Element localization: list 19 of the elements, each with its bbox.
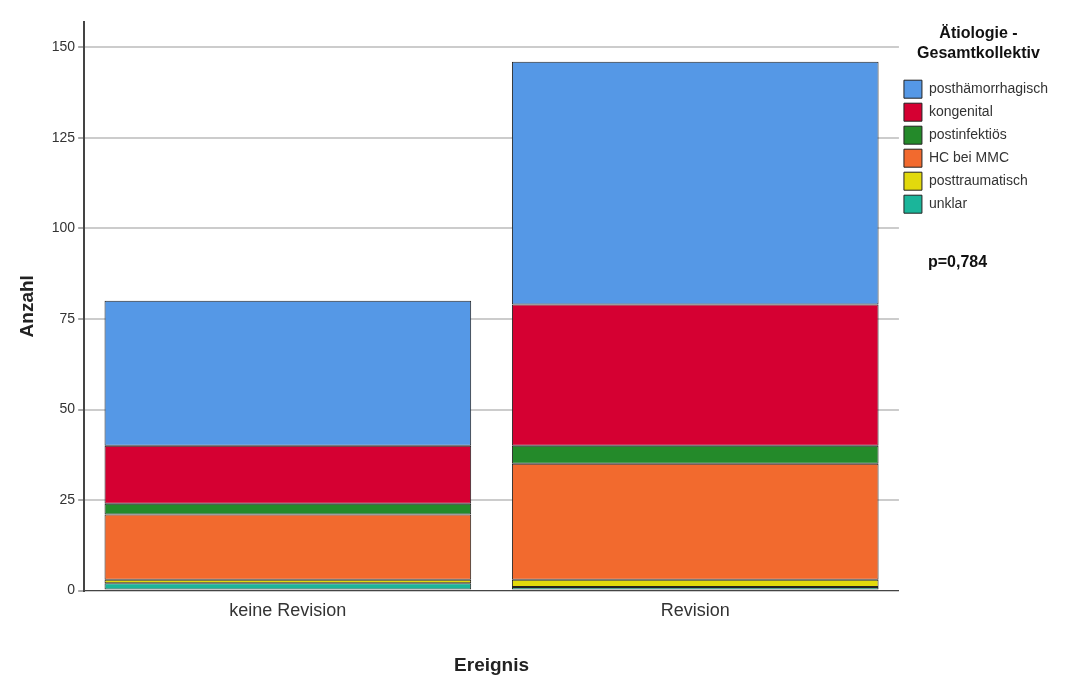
y-tick-label: 150 bbox=[51, 38, 76, 55]
y-tick-label: 25 bbox=[59, 490, 76, 507]
legend-label: posttraumatisch bbox=[928, 172, 1028, 189]
legend-label: posthämorrhagisch bbox=[928, 80, 1048, 97]
legend-label: kongenital bbox=[928, 103, 993, 120]
x-tick-label: Revision bbox=[660, 600, 730, 621]
y-tick-label: 75 bbox=[59, 309, 76, 326]
y-tick-label: 0 bbox=[67, 581, 76, 598]
legend-label: HC bei MMC bbox=[928, 149, 1010, 166]
text: p=0,784 bbox=[928, 253, 988, 271]
y-tick-label: 125 bbox=[51, 128, 76, 145]
legend-title: Ätiologie - Gesamtkollektiv bbox=[917, 24, 1040, 61]
x-axis-title: Ereignis bbox=[454, 653, 530, 675]
y-axis-title: Anzahl bbox=[15, 275, 37, 338]
x-tick-label: keine Revision bbox=[229, 600, 347, 621]
y-tick-label: 50 bbox=[59, 400, 76, 417]
legend-label: unklar bbox=[928, 195, 968, 212]
legend-label: postinfektiös bbox=[928, 126, 1007, 143]
y-tick-label: 100 bbox=[51, 219, 76, 236]
